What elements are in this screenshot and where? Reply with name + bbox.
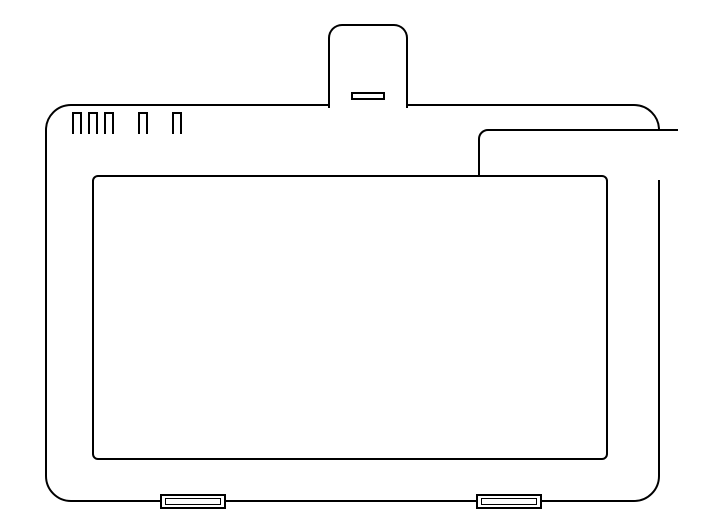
top-clip-slot <box>351 92 385 100</box>
bottom-latch <box>160 494 226 509</box>
notch-mask <box>675 131 683 173</box>
fuse-panel-outline <box>92 175 608 460</box>
connector-tab <box>172 112 182 134</box>
enclosure-notch <box>478 129 678 175</box>
top-clip-tab <box>328 24 408 108</box>
connector-tab <box>72 112 82 134</box>
connector-tab <box>138 112 148 134</box>
fuse-box-diagram: RELAY 1 REPLACEMENT FUSES FUSE 1FUSE 2FU… <box>0 0 701 523</box>
bottom-latch <box>476 494 542 509</box>
tab-join-mask <box>331 103 405 108</box>
connector-tab <box>104 112 114 134</box>
connector-tab <box>88 112 98 134</box>
